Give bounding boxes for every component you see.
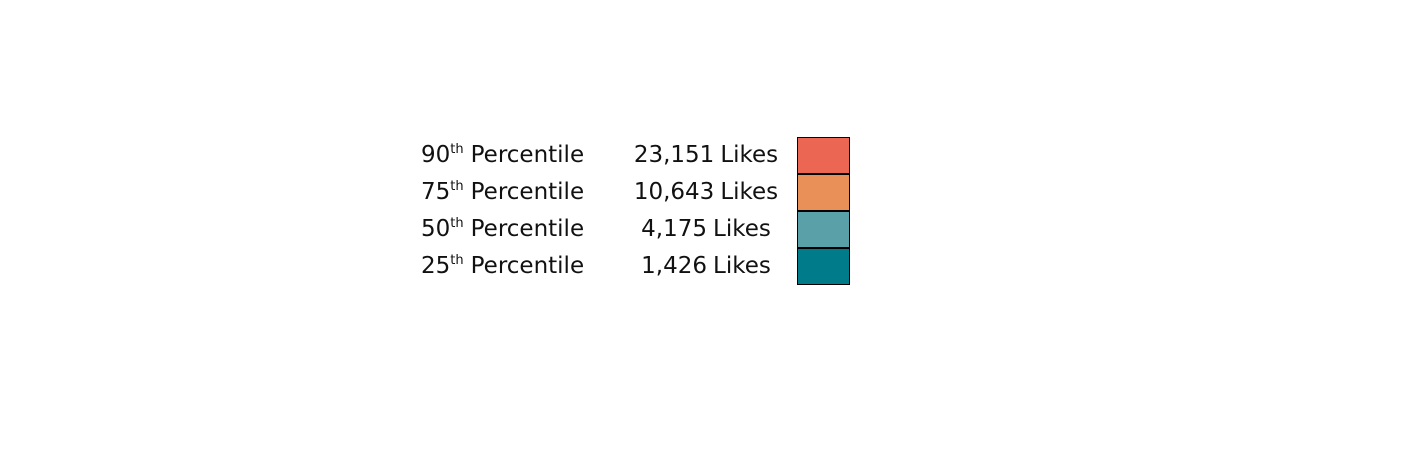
percentile-label: 75th Percentile: [421, 174, 601, 211]
color-swatch: [797, 137, 850, 174]
color-swatch: [797, 211, 850, 248]
percentile-word: Percentile: [470, 179, 585, 205]
percentile-rank: 75: [421, 179, 451, 205]
likes-unit: Likes: [720, 142, 779, 168]
percentile-rank: 50: [421, 216, 451, 242]
percentile-suffix: th: [450, 179, 464, 194]
percentile-suffix: th: [450, 253, 464, 268]
percentile-row: 90th Percentile 23,151 Likes: [0, 137, 1405, 174]
likes-value: 23,151 Likes: [620, 137, 792, 174]
likes-value: 4,175 Likes: [620, 211, 792, 248]
percentile-rank: 25: [421, 253, 451, 279]
percentile-row: 25th Percentile 1,426 Likes: [0, 248, 1405, 285]
likes-count: 1,426: [641, 253, 707, 279]
likes-value: 10,643 Likes: [620, 174, 792, 211]
likes-unit: Likes: [713, 216, 771, 242]
likes-unit: Likes: [720, 179, 779, 205]
likes-value: 1,426 Likes: [620, 248, 792, 285]
color-swatch: [797, 248, 850, 285]
percentile-suffix: th: [450, 216, 464, 231]
percentile-label: 50th Percentile: [421, 211, 601, 248]
likes-unit: Likes: [713, 253, 771, 279]
percentile-label: 25th Percentile: [421, 248, 601, 285]
color-swatch: [797, 174, 850, 211]
likes-count: 10,643: [633, 179, 715, 205]
percentile-word: Percentile: [470, 253, 585, 279]
percentile-row: 75th Percentile 10,643 Likes: [0, 174, 1405, 211]
likes-count: 23,151: [633, 142, 715, 168]
likes-count: 4,175: [641, 216, 707, 242]
percentile-rank: 90: [421, 142, 451, 168]
percentile-word: Percentile: [470, 216, 585, 242]
percentile-row: 50th Percentile 4,175 Likes: [0, 211, 1405, 248]
percentile-word: Percentile: [470, 142, 585, 168]
percentile-suffix: th: [450, 142, 464, 157]
percentile-label: 90th Percentile: [421, 137, 601, 174]
